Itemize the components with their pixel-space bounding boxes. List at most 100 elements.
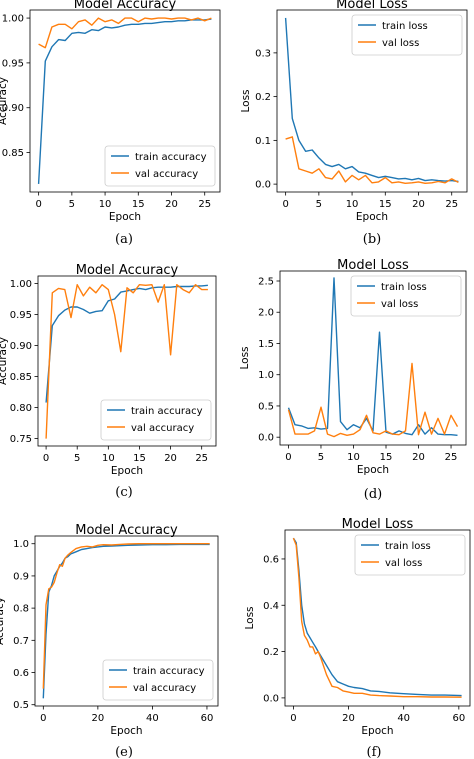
y-tick-label-d: 0.5 [258,401,274,412]
y-tick-label-d: 0.0 [258,433,274,444]
x-tick-label-f: 60 [452,713,465,724]
legend-label-val-c: val accuracy [131,423,194,434]
subfigure-caption-c: (c) [115,485,132,500]
x-tick-label-a: 20 [165,199,178,210]
y-axis-label-e: Accuracy [0,597,6,645]
legend-label-val-e: val accuracy [133,683,196,694]
plot-frame-a [29,9,221,193]
chart-title-e: Model Accuracy [75,523,178,538]
x-tick-label-d: 5 [318,452,324,463]
y-tick-label-c: 0.95 [10,310,32,321]
subfigure-caption-e: (e) [115,745,133,759]
y-tick-label-c: 0.75 [10,434,32,445]
x-tick-label-a: 5 [69,199,75,210]
plot-frame-e [34,535,219,707]
y-tick-label-b: 0.3 [255,48,271,59]
x-axis-label-a: Epoch [109,211,141,223]
subfigure-caption-a: (a) [115,232,133,247]
x-tick-label-c: 20 [164,453,177,464]
series-line-val-e [42,543,210,689]
legend-label-train-a: train accuracy [135,152,207,163]
x-tick-label-b: 20 [412,199,425,210]
y-tick-label-b: 0.0 [255,180,271,191]
x-tick-label-f: 40 [397,713,410,724]
x-tick-label-e: 60 [201,713,214,724]
series-line-train-b [284,17,459,183]
y-axis-label-d: Loss [239,346,251,369]
y-tick-label-b: 0.1 [255,136,271,147]
x-tick-label-e: 40 [146,713,159,724]
y-tick-label-d: 2.0 [258,308,274,319]
x-axis-label-e: Epoch [110,725,142,737]
x-tick-label-d: 20 [412,452,425,463]
x-tick-label-f: 20 [342,713,355,724]
y-tick-label-f: 0.6 [263,554,279,565]
subfigure-caption-f: (f) [367,745,382,759]
y-tick-label-e: 0.9 [13,571,29,582]
y-tick-label-d: 2.5 [258,276,274,287]
legend-box-d [350,275,462,317]
legend-label-val-a: val accuracy [135,169,198,180]
y-tick-label-e: 1.0 [13,539,29,550]
legend-label-val-d: val loss [381,299,418,310]
series-line-train-a [37,18,212,184]
plot-frame-f [284,529,471,707]
x-tick-label-d: 25 [445,452,458,463]
legend-box-a [104,145,216,187]
series-line-val-d [287,362,459,438]
y-axis-label-f: Loss [244,606,256,629]
y-tick-label-e: 0.8 [13,604,29,615]
y-tick-label-d: 1.5 [258,339,274,350]
subfigure-caption-b: (b) [363,232,381,247]
chart-title-a: Model Accuracy [74,0,177,12]
x-tick-label-c: 15 [133,453,146,464]
legend-label-train-c: train accuracy [131,406,203,417]
y-tick-label-e: 0.7 [13,636,29,647]
x-tick-label-e: 20 [91,713,104,724]
x-tick-label-a: 15 [132,199,145,210]
series-line-train-e [42,543,210,699]
series-line-train-f [292,537,462,697]
x-tick-label-d: 0 [285,452,291,463]
x-axis-label-b: Epoch [356,211,388,223]
x-tick-label-d: 10 [347,452,360,463]
legend-box-b [351,14,463,56]
x-tick-label-b: 25 [445,199,458,210]
y-tick-label-f: 0.2 [263,647,279,658]
chart-title-c: Model Accuracy [76,263,179,278]
y-tick-label-a: 0.85 [2,148,24,159]
x-tick-label-e: 0 [40,713,46,724]
x-tick-label-d: 15 [380,452,393,463]
chart-title-b: Model Loss [336,0,408,12]
y-axis-label-c: Accuracy [0,337,9,385]
y-tick-label-a: 0.90 [2,103,24,114]
y-axis-label-a: Accuracy [0,77,9,125]
x-axis-label-c: Epoch [111,465,143,477]
legend-label-val-f: val loss [385,558,422,569]
series-line-val-b [285,136,459,185]
y-tick-label-f: 0.4 [263,601,279,612]
x-tick-label-b: 15 [379,199,392,210]
y-tick-label-a: 1.00 [2,14,24,25]
y-tick-label-f: 0.0 [263,693,279,704]
plot-frame-b [276,9,468,193]
subfigure-caption-d: (d) [364,487,382,502]
legend-label-train-e: train accuracy [133,666,205,677]
plot-frame-c [37,275,217,447]
x-tick-label-f: 0 [290,713,296,724]
y-tick-label-b: 0.2 [255,92,271,103]
legend-label-train-b: train loss [382,21,428,32]
x-tick-label-c: 0 [43,453,49,464]
legend-label-val-b: val loss [382,38,419,49]
x-axis-label-d: Epoch [357,464,389,476]
y-tick-label-e: 0.6 [13,668,29,679]
x-tick-label-a: 25 [198,199,211,210]
y-tick-label-a: 0.95 [2,58,24,69]
plot-frame-d [279,270,467,446]
x-tick-label-b: 5 [316,199,322,210]
y-tick-label-e: 0.5 [13,700,29,711]
chart-title-f: Model Loss [342,517,414,532]
x-tick-label-a: 10 [99,199,112,210]
legend-box-c [100,399,212,441]
